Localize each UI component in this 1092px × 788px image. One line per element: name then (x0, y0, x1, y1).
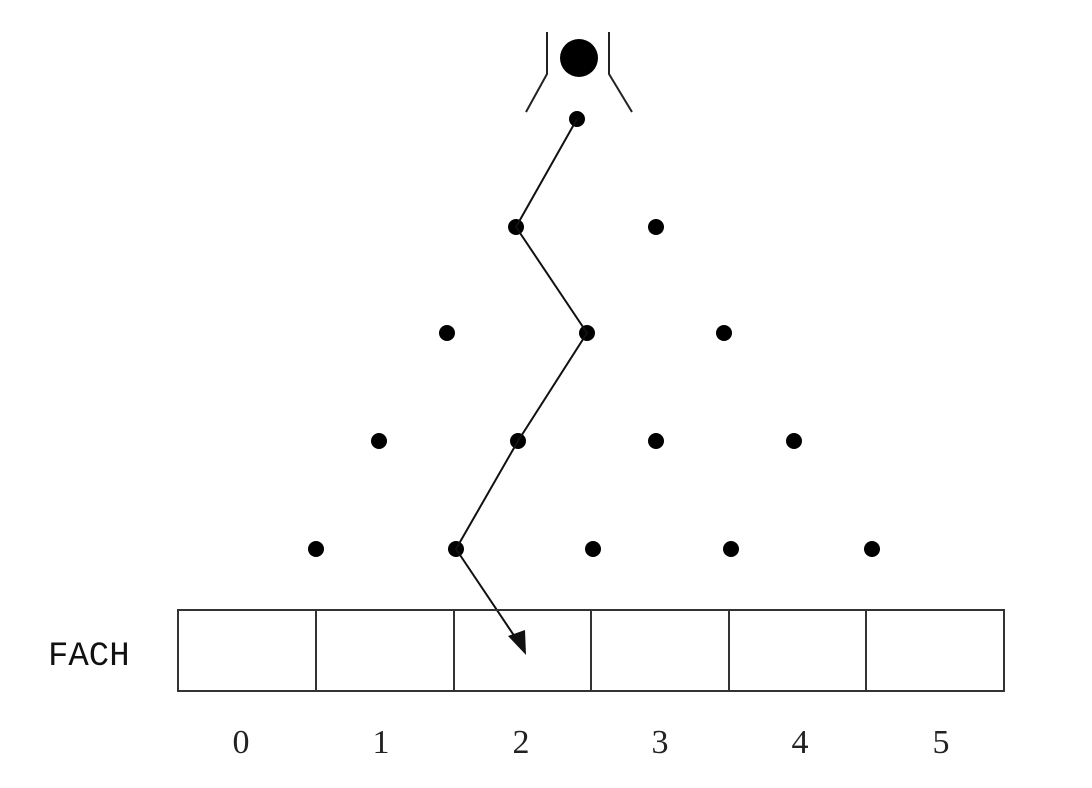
funnel-right-wall (608, 32, 633, 113)
funnel-left-wall (525, 32, 548, 113)
bin-number-4: 4 (792, 724, 809, 761)
bin-number-0: 0 (233, 724, 250, 761)
peg-r3-0 (439, 325, 455, 341)
pegs (308, 111, 880, 557)
funnel (525, 32, 633, 113)
bin-numbers: 0 1 2 3 4 5 (233, 724, 950, 761)
peg-r5-2 (585, 541, 601, 557)
peg-r4-2 (648, 433, 664, 449)
bin-number-1: 1 (373, 724, 390, 761)
ball (560, 39, 598, 77)
bins-label: FACH (48, 638, 130, 676)
bin-number-5: 5 (933, 724, 950, 761)
bin-number-3: 3 (652, 724, 669, 761)
peg-r2-1 (648, 219, 664, 235)
peg-r4-0 (371, 433, 387, 449)
peg-r3-2 (716, 325, 732, 341)
peg-r4-3 (786, 433, 802, 449)
ball-path-line (454, 118, 589, 644)
ball-path-arrowhead (508, 630, 526, 655)
peg-r5-3 (723, 541, 739, 557)
peg-r5-0 (308, 541, 324, 557)
bins (177, 609, 1005, 692)
peg-r5-4 (864, 541, 880, 557)
bin-number-2: 2 (513, 724, 530, 761)
ball-path (454, 118, 589, 655)
